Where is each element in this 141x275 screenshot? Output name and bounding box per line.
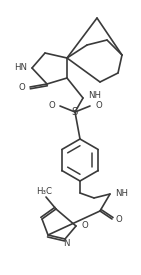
Text: N: N	[63, 240, 69, 249]
Text: O: O	[48, 100, 55, 109]
Text: O: O	[18, 82, 25, 92]
Text: O: O	[95, 100, 102, 109]
Text: NH: NH	[115, 188, 128, 197]
Text: O: O	[116, 216, 123, 224]
Text: HN: HN	[14, 62, 27, 72]
Text: O: O	[81, 221, 88, 230]
Text: NH: NH	[88, 92, 101, 100]
Text: H₃C: H₃C	[36, 188, 52, 197]
Text: S: S	[72, 107, 78, 117]
